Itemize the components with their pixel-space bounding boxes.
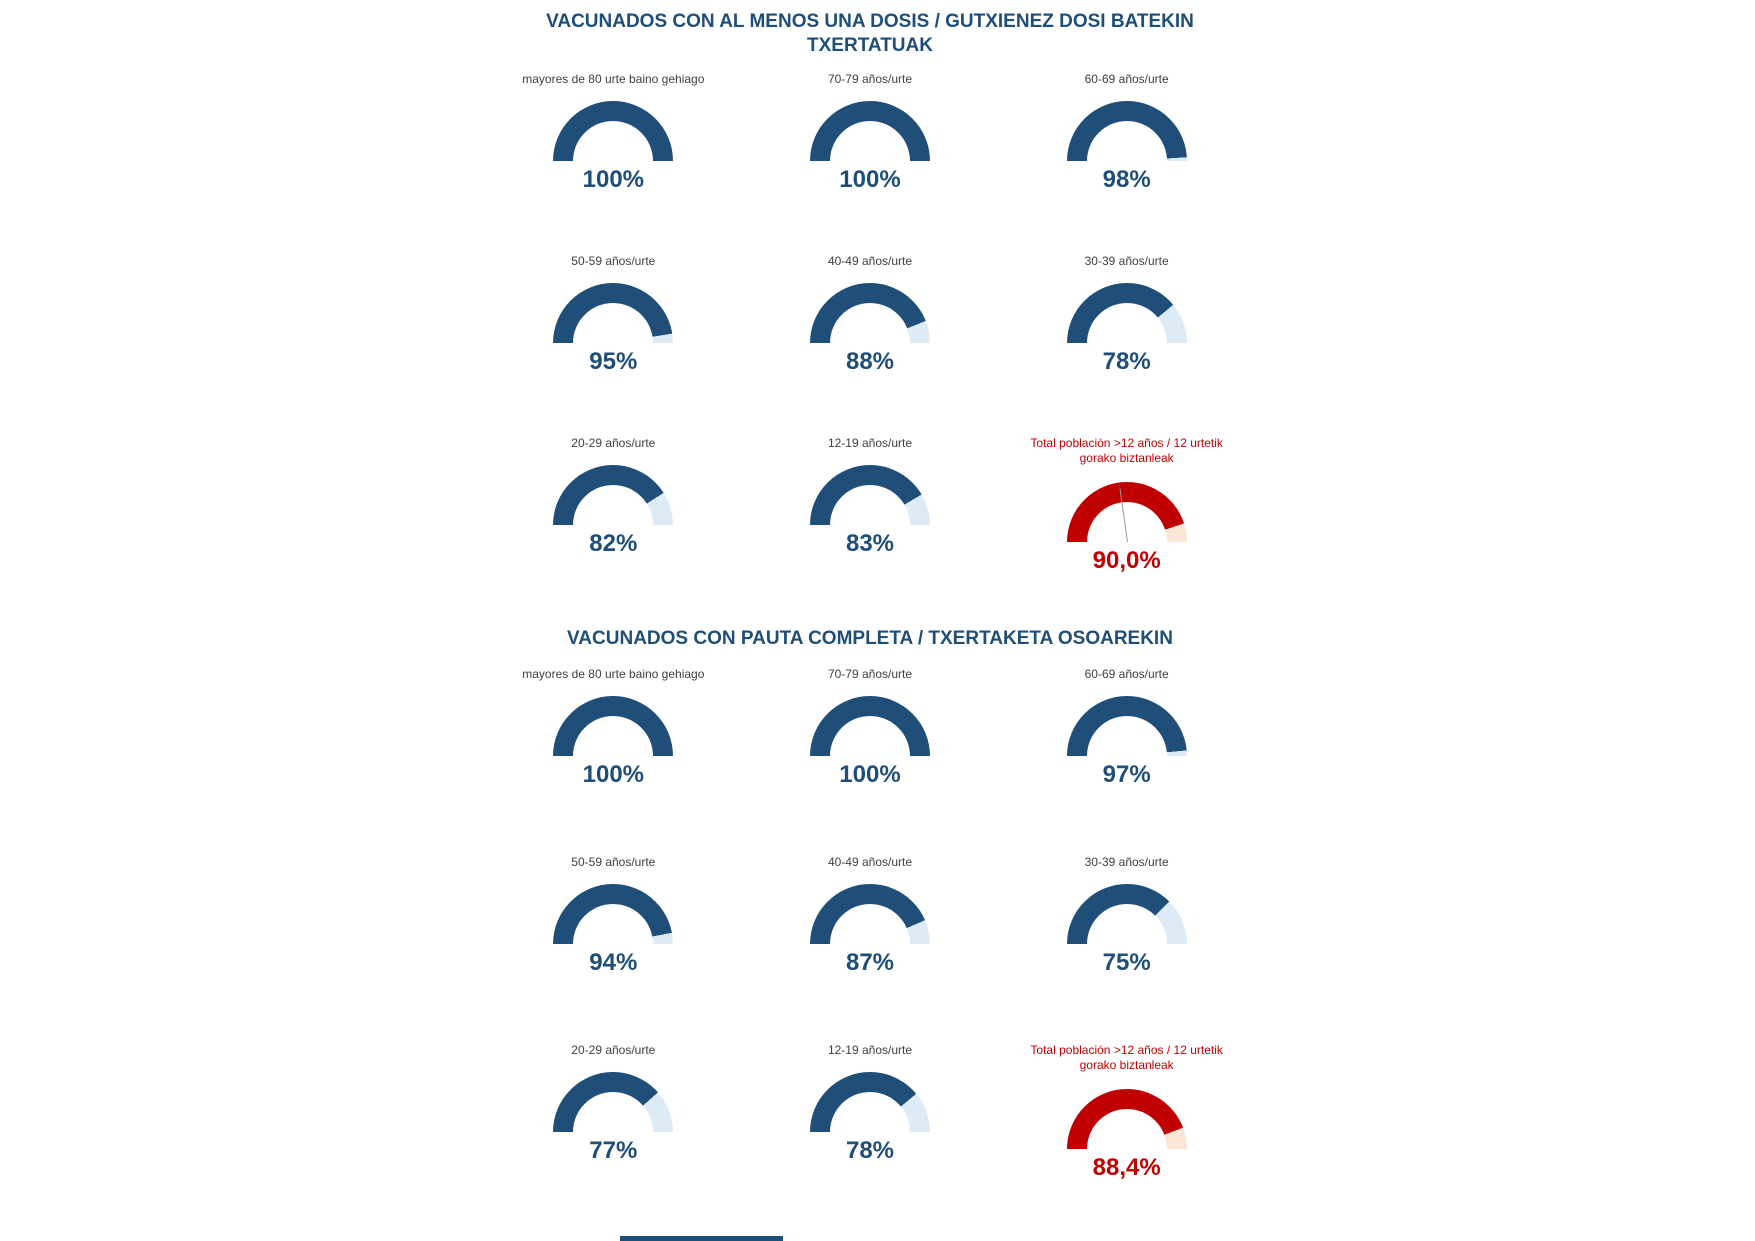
gauge-value: 100% [839, 761, 901, 788]
gauge-value: 83% [845, 530, 895, 557]
cropped-next-section-edge [620, 1236, 783, 1241]
gauge-value: 98% [1102, 166, 1151, 193]
gauge-arc [1066, 696, 1187, 756]
gauge-cell-60-69: 60-69 años/urte 97% [998, 667, 1255, 789]
gauge-cell-50-59: 50-59 años/urte 95% [485, 254, 742, 376]
gauge-arc [553, 1072, 674, 1132]
gauge-label: 12-19 años/urte [827, 436, 913, 450]
gauge-label: 70-79 años/urte [827, 667, 913, 681]
gauge-cell-30-39: 30-39 años/urte 78% [998, 254, 1255, 376]
gauge-label: 50-59 años/urte [571, 254, 656, 268]
gauge-arc [553, 696, 674, 756]
gauge-cell-12-19: 12-19 años/urte 78% [742, 1043, 999, 1182]
gauge-label: mayores de 80 urte baino gehiago [522, 72, 705, 86]
gauge-cell-12-19: 12-19 años/urte 83% [742, 436, 999, 575]
gauge-label: 40-49 años/urte [827, 254, 913, 268]
gauge-arc [1066, 482, 1187, 542]
gauge-cell-20-29: 20-29 años/urte 82% [485, 436, 742, 575]
gauge-label: mayores de 80 urte baino gehiago [522, 667, 705, 681]
gauge-arc [809, 696, 930, 756]
gauge-label: 60-69 años/urte [1084, 72, 1169, 86]
gauge-value: 87% [845, 949, 895, 976]
gauge-value: 100% [839, 166, 901, 193]
gauge-value: 88,4% [1092, 1154, 1161, 1181]
gauge-arc [809, 101, 930, 161]
gauge-value: 94% [589, 949, 638, 976]
gauge-value: 82% [589, 530, 638, 557]
gauge-cell-total-population: Total población >12 años / 12 urtetik go… [998, 436, 1255, 575]
gauge-cell-20-29: 20-29 años/urte 77% [485, 1043, 742, 1182]
gauge-label: Total población >12 años / 12 urtetik go… [1030, 1043, 1223, 1072]
gauge-arc [553, 283, 674, 343]
gauge-arc [553, 884, 674, 944]
section-title-full-schedule: VACUNADOS CON PAUTA COMPLETA / TXERTAKET… [567, 628, 1173, 649]
gauge-arc [1066, 884, 1187, 944]
gauge-value: 97% [1102, 761, 1151, 788]
gauge-value: 100% [582, 166, 645, 193]
gauge-cell-60-69: 60-69 años/urte 98% [998, 72, 1255, 194]
section-title-one-dose: VACUNADOS CON AL MENOS UNA DOSIS / GUTXI… [546, 11, 1194, 56]
dashboard-content: VACUNADOS CON AL MENOS UNA DOSIS / GUTXI… [485, 0, 1255, 1182]
gauge-grid-full-schedule: mayores de 80 urte baino gehiago 100% 70… [485, 667, 1255, 1182]
gauge-label: 12-19 años/urte [827, 1043, 913, 1057]
gauge-label: 30-39 años/urte [1084, 855, 1169, 869]
gauge-label: 60-69 años/urte [1084, 667, 1169, 681]
gauge-cell-40-49: 40-49 años/urte 88% [742, 254, 999, 376]
gauge-arc [1066, 101, 1187, 161]
gauge-cell-80plus: mayores de 80 urte baino gehiago 100% [485, 72, 742, 194]
gauge-arc [1066, 1089, 1187, 1149]
gauge-label: 40-49 años/urte [827, 855, 913, 869]
gauge-arc [809, 465, 930, 525]
gauge-cell-70-79: 70-79 años/urte 100% [742, 667, 999, 789]
gauge-label: 30-39 años/urte [1084, 254, 1169, 268]
gauge-arc [809, 884, 930, 944]
gauge-label: 70-79 años/urte [827, 72, 913, 86]
gauge-value: 95% [589, 348, 638, 375]
gauge-cell-80plus: mayores de 80 urte baino gehiago 100% [485, 667, 742, 789]
gauge-label: Total población >12 años / 12 urtetik go… [1030, 436, 1223, 465]
gauge-arc [1066, 283, 1187, 343]
gauge-cell-total-population: Total población >12 años / 12 urtetik go… [998, 1043, 1255, 1182]
gauge-grid-one-dose: mayores de 80 urte baino gehiago 100% 70… [485, 72, 1255, 575]
gauge-label: 50-59 años/urte [571, 855, 656, 869]
gauge-value: 78% [845, 1137, 895, 1164]
gauge-arc [809, 1072, 930, 1132]
gauge-arc [553, 465, 674, 525]
gauge-value: 77% [589, 1137, 638, 1164]
gauge-cell-30-39: 30-39 años/urte 75% [998, 855, 1255, 977]
gauge-value: 100% [582, 761, 645, 788]
gauge-value: 88% [845, 348, 895, 375]
gauge-label: 20-29 años/urte [571, 1043, 656, 1057]
gauge-arc [553, 101, 674, 161]
gauge-arc [809, 283, 930, 343]
gauge-value: 90,0% [1092, 547, 1161, 574]
gauge-cell-70-79: 70-79 años/urte 100% [742, 72, 999, 194]
gauge-value: 75% [1102, 949, 1151, 976]
gauge-cell-40-49: 40-49 años/urte 87% [742, 855, 999, 977]
gauge-cell-50-59: 50-59 años/urte 94% [485, 855, 742, 977]
gauge-value: 78% [1102, 348, 1151, 375]
gauge-label: 20-29 años/urte [571, 436, 656, 450]
